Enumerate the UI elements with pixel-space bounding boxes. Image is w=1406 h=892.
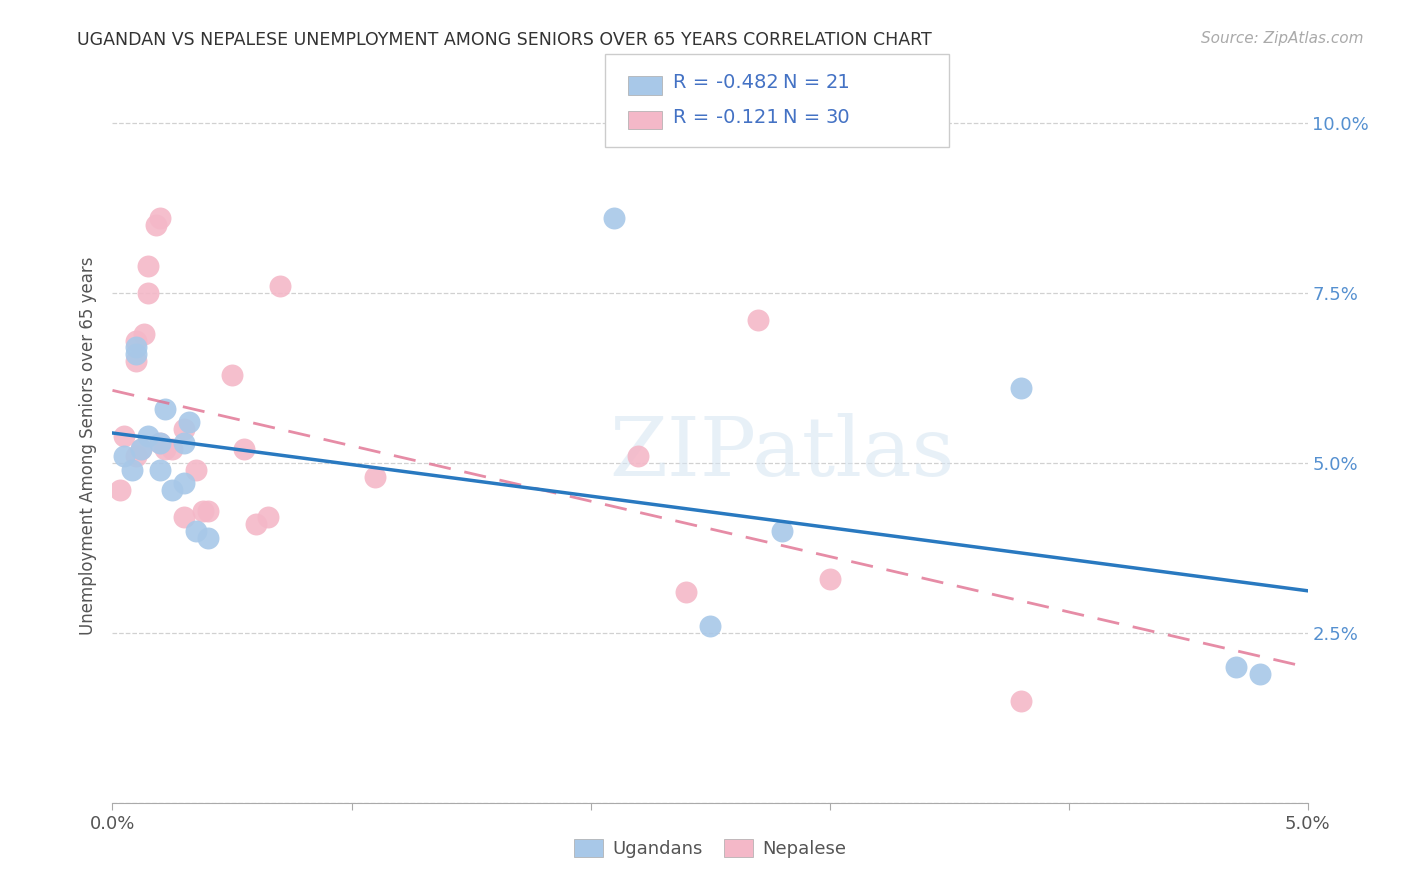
Point <box>149 435 172 450</box>
Text: UGANDAN VS NEPALESE UNEMPLOYMENT AMONG SENIORS OVER 65 YEARS CORRELATION CHART: UGANDAN VS NEPALESE UNEMPLOYMENT AMONG S… <box>77 31 932 49</box>
Text: -0.482: -0.482 <box>716 73 779 93</box>
Point <box>145 218 167 232</box>
Point <box>138 259 160 273</box>
Text: 30: 30 <box>825 108 851 128</box>
Point <box>699 619 721 633</box>
Point <box>138 286 160 301</box>
Point <box>162 483 183 498</box>
Point <box>364 469 387 483</box>
Point <box>114 449 135 463</box>
Point <box>149 463 172 477</box>
Point <box>233 442 256 457</box>
Point <box>818 572 841 586</box>
Point <box>675 585 697 599</box>
Point <box>197 503 219 517</box>
Point <box>138 429 160 443</box>
Point <box>129 442 152 457</box>
Point <box>193 503 215 517</box>
Point <box>770 524 793 538</box>
Point <box>125 354 148 368</box>
Point <box>108 483 131 498</box>
Point <box>197 531 219 545</box>
Text: ZIPatlas: ZIPatlas <box>609 413 955 493</box>
Point <box>132 326 155 341</box>
Point <box>1249 666 1271 681</box>
Point <box>603 211 626 226</box>
Legend: Ugandans, Nepalese: Ugandans, Nepalese <box>567 831 853 865</box>
Point <box>125 334 148 348</box>
Point <box>121 463 143 477</box>
Point <box>173 510 195 524</box>
Point <box>627 449 650 463</box>
Point <box>221 368 243 382</box>
Point <box>149 211 172 226</box>
Point <box>153 442 176 457</box>
Point <box>245 517 267 532</box>
Point <box>173 422 195 436</box>
Point <box>186 524 208 538</box>
Y-axis label: Unemployment Among Seniors over 65 years: Unemployment Among Seniors over 65 years <box>79 257 97 635</box>
Point <box>1225 660 1247 674</box>
Point <box>153 401 176 416</box>
Text: -0.121: -0.121 <box>716 108 779 128</box>
Point <box>114 429 135 443</box>
Text: R =: R = <box>673 108 723 128</box>
Point <box>125 347 148 361</box>
Text: 21: 21 <box>825 73 851 93</box>
Point <box>125 341 148 355</box>
Point <box>186 463 208 477</box>
Text: N =: N = <box>783 108 827 128</box>
Point <box>747 313 769 327</box>
Point <box>257 510 280 524</box>
Point <box>129 442 152 457</box>
Point <box>149 435 172 450</box>
Point <box>162 442 183 457</box>
Point <box>173 476 195 491</box>
Point <box>1010 694 1032 708</box>
Point <box>269 279 291 293</box>
Point <box>1010 381 1032 395</box>
Point <box>125 449 148 463</box>
Text: R =: R = <box>673 73 716 93</box>
Text: N =: N = <box>783 73 827 93</box>
Text: Source: ZipAtlas.com: Source: ZipAtlas.com <box>1201 31 1364 46</box>
Point <box>177 415 200 429</box>
Point <box>173 435 195 450</box>
